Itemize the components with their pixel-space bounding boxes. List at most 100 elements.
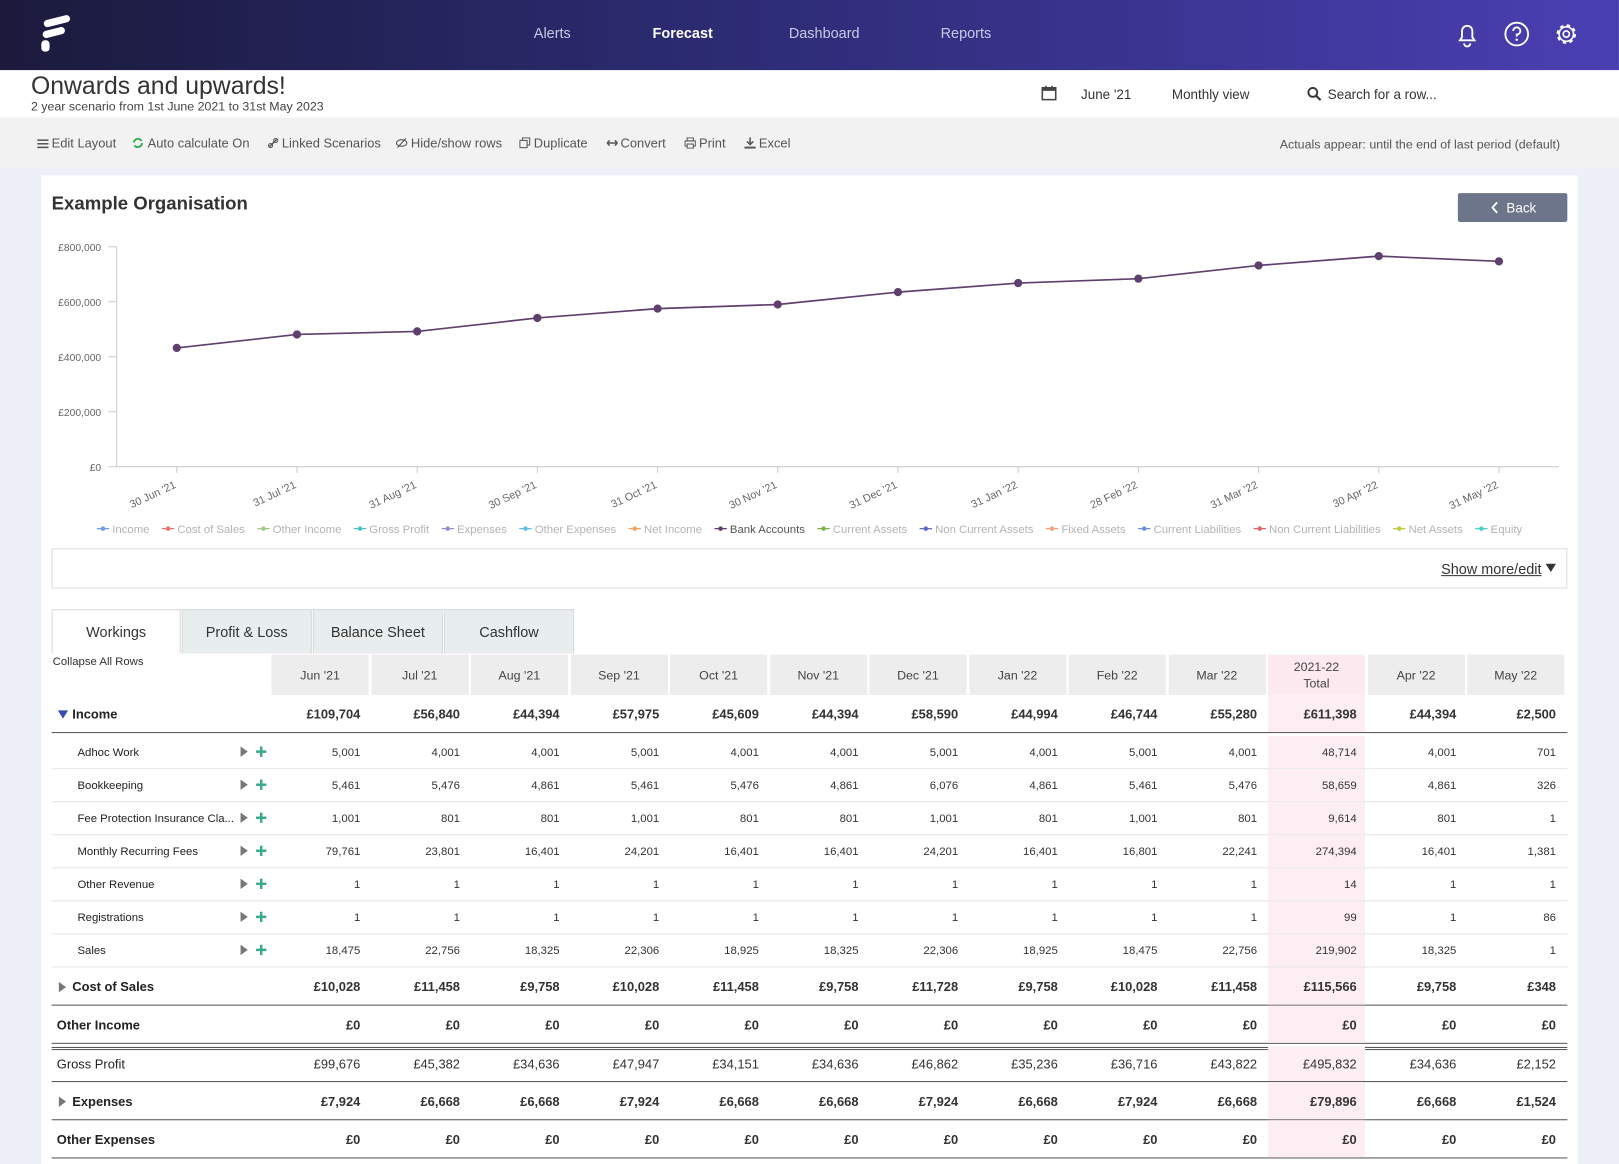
collapse-all[interactable]: Collapse All Rows: [52, 655, 144, 669]
y-tick-label: £0: [90, 463, 102, 474]
cell: £36,716: [1110, 1057, 1158, 1072]
cell: £35,236: [1011, 1057, 1058, 1072]
dropdown-arrow[interactable]: [1545, 563, 1556, 573]
cell: 22,756: [1222, 944, 1258, 958]
bell-icon[interactable]: [1453, 20, 1482, 49]
show-more-link[interactable]: Show more/edit: [1441, 560, 1542, 578]
total-column-cell: [1267, 736, 1365, 769]
cell: £34,636: [1409, 1057, 1457, 1072]
cell: £7,924: [619, 1093, 660, 1109]
actuals-setting[interactable]: Actuals appear: until the end of last pe…: [1279, 137, 1561, 152]
icon: [267, 137, 279, 149]
cell: 5,001: [630, 746, 660, 759]
nav-item[interactable]: Forecast: [652, 24, 713, 42]
toolbar-button[interactable]: Print: [699, 136, 726, 151]
cell: 801: [1238, 812, 1258, 825]
child-row: [51, 769, 1568, 803]
scenario-subtitle: 2 year scenario from 1st June 2021 to 31…: [30, 99, 324, 114]
toolbar-button[interactable]: Edit Layout: [51, 136, 117, 151]
total-column-cell: [1267, 901, 1365, 934]
row-actions[interactable]: [240, 878, 271, 890]
row-actions[interactable]: [240, 944, 271, 956]
row-actions[interactable]: [240, 779, 271, 791]
cell: 1,381: [1527, 845, 1556, 859]
cell: 1: [1051, 911, 1058, 925]
total-column-cell: [1267, 1005, 1365, 1043]
back-button[interactable]: Back: [1457, 193, 1568, 222]
toolbar-button[interactable]: Excel: [758, 136, 791, 151]
cell: £99,676: [313, 1057, 361, 1072]
cell: £0: [844, 1017, 859, 1032]
column-header: Apr '22: [1367, 654, 1465, 695]
nav-item[interactable]: Reports: [940, 24, 992, 42]
column-header: Mar '22: [1168, 654, 1266, 695]
tab[interactable]: Cashflow: [443, 609, 575, 654]
cell: 4,001: [1228, 746, 1258, 759]
legend-label: Other Income: [273, 524, 342, 536]
cell: 801: [1038, 812, 1058, 825]
cell: £0: [345, 1017, 361, 1032]
top-nav: Alerts Forecast Dashboard Reports: [0, 0, 1619, 71]
row-label: Gross Profit: [56, 1057, 125, 1072]
total-column-cell: [1267, 868, 1365, 901]
child-label: Sales: [77, 944, 106, 958]
legend-marker: [923, 526, 929, 531]
legend-marker: [1049, 526, 1055, 531]
cell: £34,636: [512, 1057, 560, 1072]
row-actions[interactable]: [240, 812, 271, 824]
toolbar-button[interactable]: Auto calculate On: [147, 136, 250, 151]
cell: 1: [553, 911, 560, 925]
cell: 1,001: [331, 812, 361, 825]
collapse-toggle[interactable]: [57, 709, 69, 719]
cell: 1: [752, 878, 759, 892]
icon: [606, 139, 618, 147]
help-icon[interactable]: [1502, 20, 1531, 49]
child-label: Adhoc Work: [77, 746, 140, 759]
tab[interactable]: Profit & Loss: [181, 609, 312, 654]
cell: 1: [852, 878, 859, 892]
settings-icon[interactable]: [1552, 20, 1581, 49]
cell: 18,325: [823, 944, 859, 958]
view-select[interactable]: Monthly view: [1171, 86, 1250, 103]
expand-toggle[interactable]: [58, 1095, 68, 1107]
row-actions[interactable]: [240, 911, 271, 923]
cell: 22,241: [1222, 845, 1258, 859]
cell: 48,714: [1321, 746, 1357, 759]
header: Onwards and upwards! 2 year scenario fro…: [0, 70, 1619, 118]
toolbar-button[interactable]: Hide/show rows: [410, 136, 503, 151]
cell: 5,001: [331, 746, 361, 759]
search-input[interactable]: Search for a row...: [1327, 86, 1437, 103]
data-point: [1494, 257, 1504, 266]
cell: £7,924: [320, 1093, 361, 1109]
toolbar-button[interactable]: Linked Scenarios: [281, 136, 381, 151]
cell: £11,728: [912, 979, 959, 994]
tab[interactable]: Workings: [51, 609, 181, 654]
legend-marker: [100, 526, 106, 531]
cell: 1: [453, 911, 460, 925]
tab[interactable]: Balance Sheet: [312, 609, 443, 654]
row-actions[interactable]: [240, 745, 271, 757]
row-actions[interactable]: [240, 845, 271, 857]
toolbar-button[interactable]: Convert: [620, 136, 666, 151]
total-column-cell: [1267, 967, 1365, 1005]
total-column-cell: [1267, 835, 1365, 868]
logo[interactable]: [39, 14, 72, 53]
expand-toggle[interactable]: [58, 981, 68, 992]
nav-item[interactable]: Dashboard: [788, 24, 860, 42]
cell: £348: [1527, 979, 1556, 994]
cell: £0: [943, 1132, 959, 1147]
column-header: Nov '21: [769, 654, 867, 695]
cell: £57,975: [612, 706, 660, 722]
cell: £47,947: [612, 1057, 660, 1072]
period-select[interactable]: June '21: [1081, 86, 1132, 103]
cell: 86: [1543, 911, 1556, 925]
cell: 99: [1344, 911, 1357, 925]
legend-marker: [523, 526, 528, 531]
child-row: [51, 802, 1568, 836]
nav-item[interactable]: Alerts: [533, 24, 571, 42]
calendar-icon[interactable]: [1041, 85, 1058, 102]
toolbar-button[interactable]: Duplicate: [533, 136, 588, 151]
total-column-cell: [1267, 694, 1365, 733]
cell: 79,761: [325, 845, 361, 859]
